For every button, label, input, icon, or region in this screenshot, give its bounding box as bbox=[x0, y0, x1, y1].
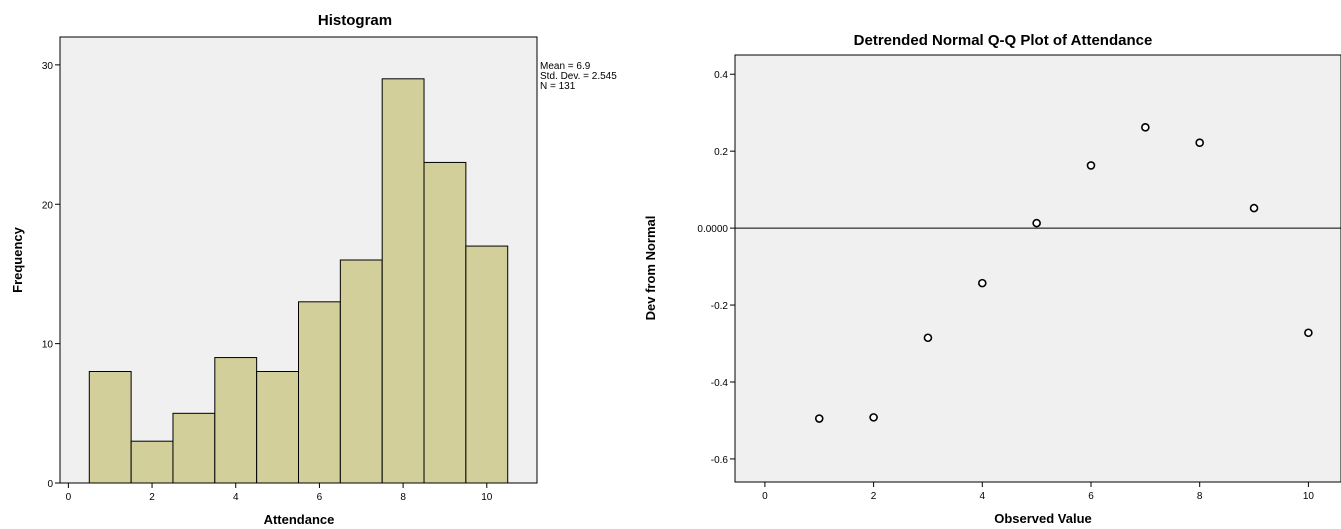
y-tick-label: 0 bbox=[47, 479, 53, 490]
qq-point bbox=[1304, 328, 1313, 338]
x-tick-label: 4 bbox=[233, 492, 239, 503]
y-tick-label: 0.0000 bbox=[697, 224, 728, 235]
histogram-bar bbox=[214, 357, 258, 484]
y-tick-label: 0.2 bbox=[714, 147, 728, 158]
x-tick-label: 10 bbox=[1303, 491, 1315, 502]
histogram-bar bbox=[423, 161, 467, 484]
qq-points bbox=[814, 123, 1313, 423]
x-tick-label: 0 bbox=[66, 492, 72, 503]
qq-point bbox=[1141, 123, 1150, 132]
histogram-bar bbox=[88, 371, 132, 484]
qq-point bbox=[1195, 138, 1204, 148]
stat-mean: Mean = 6.9 bbox=[540, 61, 591, 72]
qq-point bbox=[1086, 161, 1096, 170]
histogram-bar bbox=[339, 259, 383, 484]
histogram-bar bbox=[381, 78, 425, 484]
qq-point bbox=[1032, 218, 1041, 228]
histogram-bar bbox=[298, 301, 341, 484]
x-tick-label: 0 bbox=[762, 491, 768, 502]
y-tick-label: -0.2 bbox=[711, 301, 729, 312]
x-tick-label: 2 bbox=[871, 491, 877, 502]
y-tick-label: -0.4 bbox=[711, 378, 729, 389]
x-tick-label: 6 bbox=[1088, 491, 1094, 502]
x-tick-label: 8 bbox=[1197, 491, 1203, 502]
histogram-chart: Histogram 0 2 4 6 8 10 0 10 20 30 Attendance Fre… bbox=[10, 12, 617, 527]
qq-plot-area bbox=[734, 54, 1341, 483]
x-tick-label: 6 bbox=[317, 492, 323, 503]
histogram-title: Histogram bbox=[318, 12, 392, 29]
qq-y-ticks: 0.4 0.2 0.0000 -0.2 -0.4 -0.6 bbox=[697, 70, 735, 466]
qq-y-label: Dev from Normal bbox=[643, 216, 658, 321]
y-tick-label: 0.4 bbox=[714, 70, 728, 81]
qq-title: Detrended Normal Q-Q Plot of Attendance bbox=[854, 32, 1153, 49]
histogram-bar bbox=[130, 440, 174, 484]
histogram-bar bbox=[465, 245, 509, 484]
histogram-y-label: Frequency bbox=[10, 226, 25, 293]
y-tick-label: 30 bbox=[42, 61, 54, 72]
qq-point bbox=[1249, 203, 1259, 213]
qq-chart: Detrended Normal Q-Q Plot of Attendance … bbox=[643, 32, 1341, 526]
stat-n: N = 131 bbox=[540, 81, 576, 92]
x-tick-label: 4 bbox=[980, 491, 986, 502]
histogram-y-ticks: 0 10 20 30 bbox=[42, 61, 60, 490]
qq-point bbox=[923, 333, 933, 343]
histogram-bars bbox=[88, 78, 509, 484]
x-tick-label: 2 bbox=[149, 492, 155, 503]
histogram-stats: Mean = 6.9 Std. Dev. = 2.545 N = 131 bbox=[540, 61, 617, 92]
histogram-x-label: Attendance bbox=[264, 512, 335, 527]
qq-point bbox=[869, 413, 878, 422]
qq-x-ticks: 0 2 4 6 8 10 bbox=[762, 482, 1314, 502]
histogram-bar bbox=[172, 412, 216, 484]
histogram-bar bbox=[256, 371, 300, 484]
histogram-x-ticks: 0 2 4 6 8 10 bbox=[66, 483, 493, 503]
y-tick-label: -0.6 bbox=[711, 455, 729, 466]
x-tick-label: 8 bbox=[400, 492, 406, 503]
qq-point bbox=[977, 278, 987, 288]
y-tick-label: 10 bbox=[42, 340, 54, 351]
x-tick-label: 10 bbox=[481, 492, 493, 503]
y-tick-label: 20 bbox=[42, 200, 54, 211]
stat-std-dev: Std. Dev. = 2.545 bbox=[540, 71, 617, 82]
qq-x-label: Observed Value bbox=[994, 511, 1092, 526]
qq-point bbox=[814, 414, 824, 423]
